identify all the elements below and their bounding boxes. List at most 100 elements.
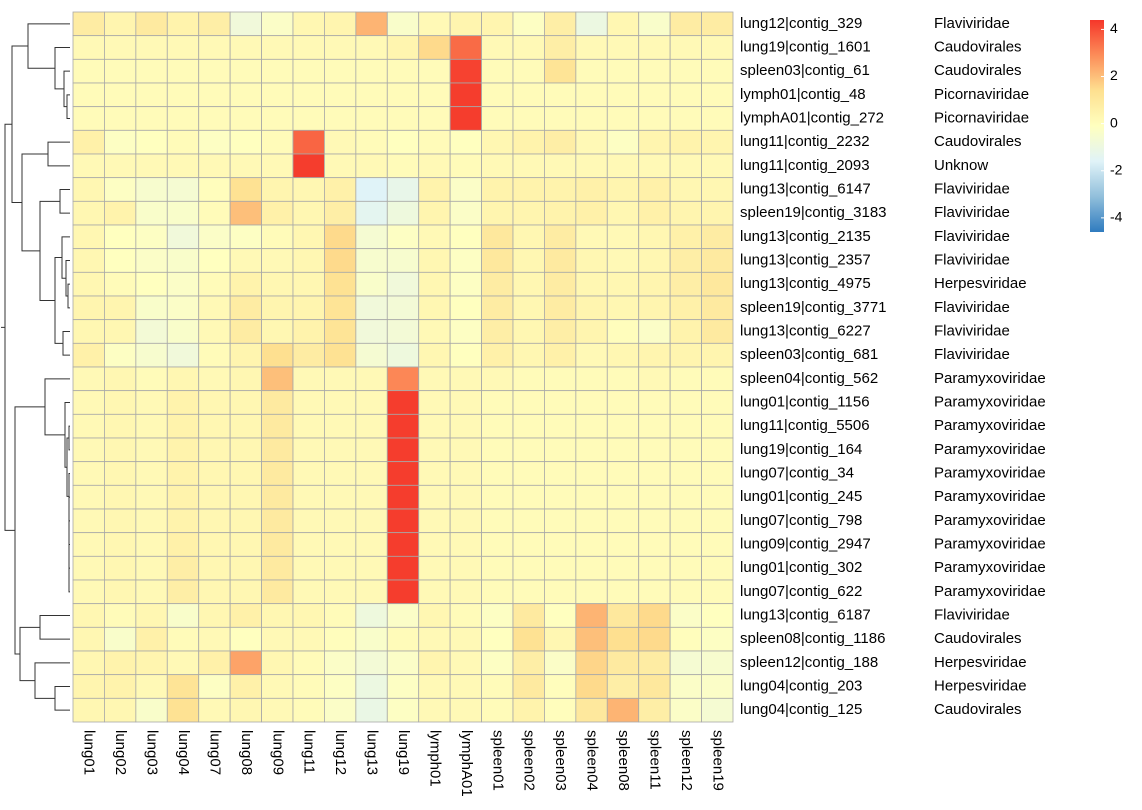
heatmap-cell <box>198 58 231 84</box>
heatmap-cell <box>324 697 357 723</box>
heatmap-cell <box>261 11 294 37</box>
heatmap-cell <box>701 319 734 344</box>
heatmap-cell <box>104 626 137 652</box>
heatmap-cell <box>449 697 482 723</box>
heatmap-cell <box>606 484 640 510</box>
heatmap-cell <box>104 650 137 676</box>
heatmap-cell <box>355 82 388 108</box>
heatmap-cell <box>386 129 420 155</box>
heatmap-cell <box>166 674 200 699</box>
heatmap-cell <box>701 437 734 463</box>
heatmap-cell <box>606 461 640 486</box>
heatmap-cell <box>135 461 168 486</box>
heatmap-cell <box>638 650 671 676</box>
column-label: lymph01 <box>426 730 443 787</box>
heatmap-cell <box>669 82 702 108</box>
row-annotation: Flaviviridae <box>934 322 1010 339</box>
heatmap-cell <box>481 106 514 131</box>
heatmap-cell <box>418 390 451 415</box>
heatmap-cell <box>544 106 577 131</box>
heatmap-cell <box>544 650 577 676</box>
heatmap-cell <box>166 271 200 297</box>
row-label: lung09|contig_2947 <box>740 535 871 552</box>
column-label: lung19 <box>395 730 412 775</box>
heatmap-cell <box>135 366 168 392</box>
heatmap-cell <box>638 366 671 392</box>
heatmap-cell <box>198 295 231 321</box>
heatmap-cell <box>638 58 671 84</box>
heatmap-cell <box>292 603 325 628</box>
heatmap-cell <box>166 295 200 321</box>
heatmap-cell <box>72 626 105 652</box>
heatmap-cell <box>355 129 388 155</box>
column-label: spleen01 <box>489 730 506 791</box>
row-label: lymph01|contig_48 <box>740 86 866 103</box>
heatmap-cell <box>575 248 608 273</box>
row-annotation: Paramyxoviridae <box>934 417 1046 434</box>
heatmap-cell <box>135 153 168 179</box>
column-label: lung12 <box>332 730 349 775</box>
heatmap-cell <box>606 58 640 84</box>
heatmap-cell <box>481 532 514 557</box>
heatmap-cell <box>575 579 608 605</box>
heatmap-cell <box>229 697 262 723</box>
heatmap-cell <box>324 555 357 581</box>
heatmap-cell <box>229 177 262 202</box>
heatmap-cell <box>72 650 105 676</box>
heatmap-cell <box>135 626 168 652</box>
heatmap-cell <box>324 200 357 226</box>
heatmap-cell <box>481 271 514 297</box>
heatmap-cell <box>544 177 577 202</box>
row-annotation: Caudovirales <box>934 630 1022 647</box>
heatmap-cell <box>575 271 608 297</box>
heatmap-cell <box>701 153 734 179</box>
heatmap-cell <box>166 248 200 273</box>
heatmap-cell <box>261 626 294 652</box>
heatmap-cell <box>449 35 482 60</box>
heatmap-cell <box>355 271 388 297</box>
heatmap-cell <box>575 603 608 628</box>
heatmap-cell <box>324 129 357 155</box>
heatmap-cell <box>638 342 671 368</box>
heatmap-cell <box>292 295 325 321</box>
heatmap-cell <box>104 532 137 557</box>
heatmap-cell <box>449 82 482 108</box>
heatmap-cell <box>166 177 200 202</box>
heatmap-cell <box>638 413 671 439</box>
heatmap-cell <box>386 697 420 723</box>
heatmap-cell <box>418 271 451 297</box>
heatmap-cell <box>229 626 262 652</box>
heatmap-cell <box>72 319 105 344</box>
heatmap-cell <box>72 484 105 510</box>
heatmap-cell <box>418 484 451 510</box>
heatmap-cell <box>418 555 451 581</box>
row-annotation: Caudovirales <box>934 38 1022 55</box>
heatmap-cell <box>198 437 231 463</box>
heatmap-cell <box>418 106 451 131</box>
heatmap-cell <box>544 129 577 155</box>
row-annotation: Picornaviridae <box>934 109 1029 126</box>
heatmap-cell <box>544 82 577 108</box>
heatmap-cell <box>198 11 231 37</box>
row-label: lung13|contig_6187 <box>740 606 871 623</box>
heatmap-cell <box>606 248 640 273</box>
heatmap-cell <box>261 603 294 628</box>
heatmap-cell <box>575 508 608 534</box>
heatmap-cell <box>481 674 514 699</box>
heatmap-cell <box>449 555 482 581</box>
heatmap-cell <box>386 484 420 510</box>
heatmap-cell <box>198 579 231 605</box>
heatmap-cell <box>261 153 294 179</box>
heatmap-cell <box>72 224 105 250</box>
heatmap-cell <box>701 271 734 297</box>
heatmap-cell <box>544 579 577 605</box>
heatmap-cell <box>669 177 702 202</box>
heatmap-cell <box>229 271 262 297</box>
row-label: lung11|contig_2093 <box>740 157 870 174</box>
heatmap-cell <box>575 82 608 108</box>
heatmap-cell <box>198 271 231 297</box>
heatmap-cell <box>449 248 482 273</box>
heatmap-cell <box>355 674 388 699</box>
heatmap-cell <box>229 603 262 628</box>
